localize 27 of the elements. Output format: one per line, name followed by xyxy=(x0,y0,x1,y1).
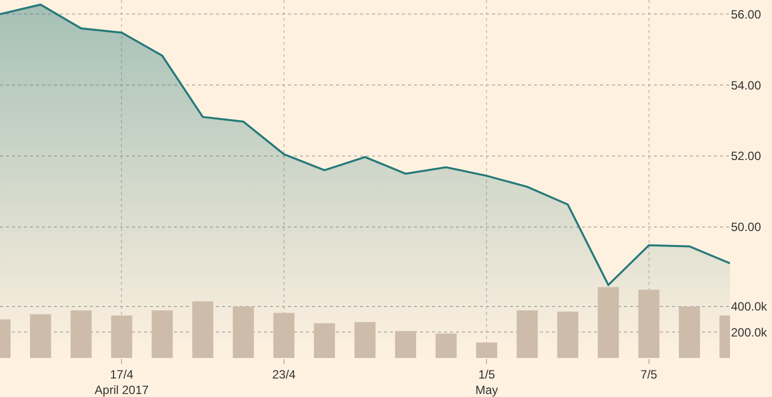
bar xyxy=(516,310,538,358)
bar xyxy=(232,306,254,358)
x-tick-label: 23/4 xyxy=(272,367,296,382)
bar xyxy=(557,312,578,358)
bar xyxy=(638,290,660,358)
y-tick-label: 52.00 xyxy=(731,149,762,164)
x-tick-label: 1/5 May xyxy=(475,367,498,397)
x-tick-label: 7/5 xyxy=(640,367,658,382)
y-tick-label: 54.00 xyxy=(731,78,762,92)
bar xyxy=(70,310,92,358)
bar xyxy=(598,287,619,358)
bar xyxy=(152,310,173,358)
bar xyxy=(436,334,457,358)
bar xyxy=(678,306,700,358)
x-tick-label: 17/4 April 2017 xyxy=(94,367,150,397)
bar xyxy=(395,330,416,358)
bar xyxy=(273,312,294,358)
y-tick-label: 50.00 xyxy=(731,220,762,234)
bar xyxy=(192,301,214,358)
bar xyxy=(111,316,132,358)
y2-tick-label: 400.0k xyxy=(731,300,768,314)
y-tick-label: 56.00 xyxy=(731,7,762,22)
bar xyxy=(30,314,52,358)
bar xyxy=(314,323,335,358)
bar xyxy=(354,322,376,358)
y2-tick-label: 200.0k xyxy=(731,325,768,340)
bar xyxy=(476,342,498,358)
